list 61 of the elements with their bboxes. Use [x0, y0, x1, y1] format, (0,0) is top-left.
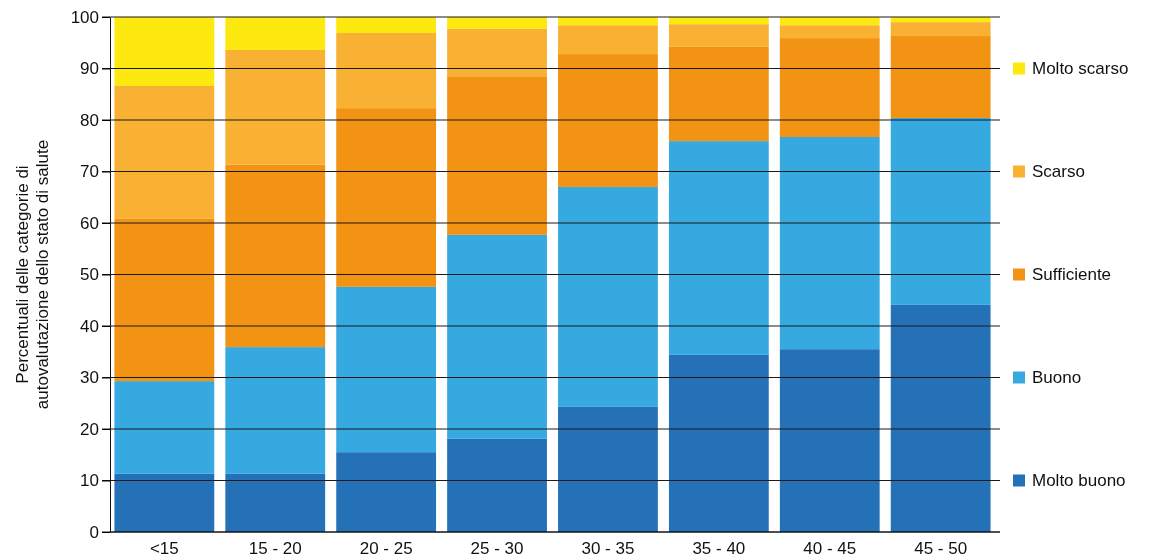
bar	[558, 186, 658, 407]
y-tick-label: 0	[89, 522, 99, 542]
y-tick-label: 50	[80, 265, 99, 285]
bar	[336, 108, 437, 287]
bar	[225, 164, 326, 348]
bar	[890, 36, 991, 118]
legend-label: Molto scarso	[1032, 59, 1129, 79]
bar	[779, 25, 880, 39]
bar	[114, 473, 215, 532]
bar	[336, 32, 437, 109]
x-tick-label: 15 - 20	[248, 539, 302, 559]
bar	[558, 54, 658, 187]
bar	[668, 24, 769, 47]
bar	[447, 76, 547, 235]
y-tick-label: 100	[70, 7, 99, 27]
legend-label: Buono	[1032, 368, 1082, 388]
bar	[114, 86, 215, 219]
y-axis-title: Percentuali delle categorie di autovalutazione dello stato di salute	[13, 139, 52, 410]
bar	[114, 17, 215, 87]
x-tick-label: 30 - 35	[581, 539, 635, 559]
bar	[779, 137, 880, 350]
y-tick-label: 60	[80, 213, 99, 233]
bar	[779, 349, 880, 532]
legend-label: Molto buono	[1032, 471, 1126, 491]
bar	[336, 17, 437, 33]
bar	[558, 406, 658, 532]
y-tick-label: 20	[80, 419, 99, 439]
bar	[668, 46, 769, 142]
bar	[114, 381, 215, 474]
x-tick-label: 40 - 45	[803, 539, 857, 559]
y-tick-label: 40	[80, 316, 99, 336]
x-tick-label: 25 - 30	[470, 539, 524, 559]
bar	[447, 438, 547, 532]
bar	[779, 38, 880, 137]
x-tick-label: <15	[149, 539, 179, 559]
bar	[447, 28, 547, 77]
bar	[447, 17, 547, 29]
bar	[668, 354, 769, 532]
bar	[447, 234, 547, 439]
y-tick-label: 80	[80, 110, 99, 130]
y-tick-label: 30	[80, 368, 99, 388]
bar	[225, 49, 326, 165]
bar	[336, 286, 437, 453]
bar	[890, 304, 991, 532]
legend-label: Scarso	[1032, 162, 1085, 182]
bar	[225, 473, 326, 532]
x-tick-label: 20 - 25	[359, 539, 413, 559]
y-tick-label: 70	[80, 162, 99, 182]
bar	[225, 17, 326, 50]
legend-label: Sufficiente	[1032, 265, 1112, 285]
y-tick-label: 90	[80, 59, 99, 79]
bar	[890, 22, 991, 37]
bar	[336, 452, 437, 532]
bar	[668, 141, 769, 355]
bar	[558, 25, 658, 55]
bar	[225, 347, 326, 474]
bar	[114, 218, 215, 382]
bar	[890, 117, 991, 305]
x-tick-label: 45 - 50	[914, 539, 968, 559]
y-tick-label: 10	[80, 471, 99, 491]
x-tick-label: 35 - 40	[692, 539, 746, 559]
